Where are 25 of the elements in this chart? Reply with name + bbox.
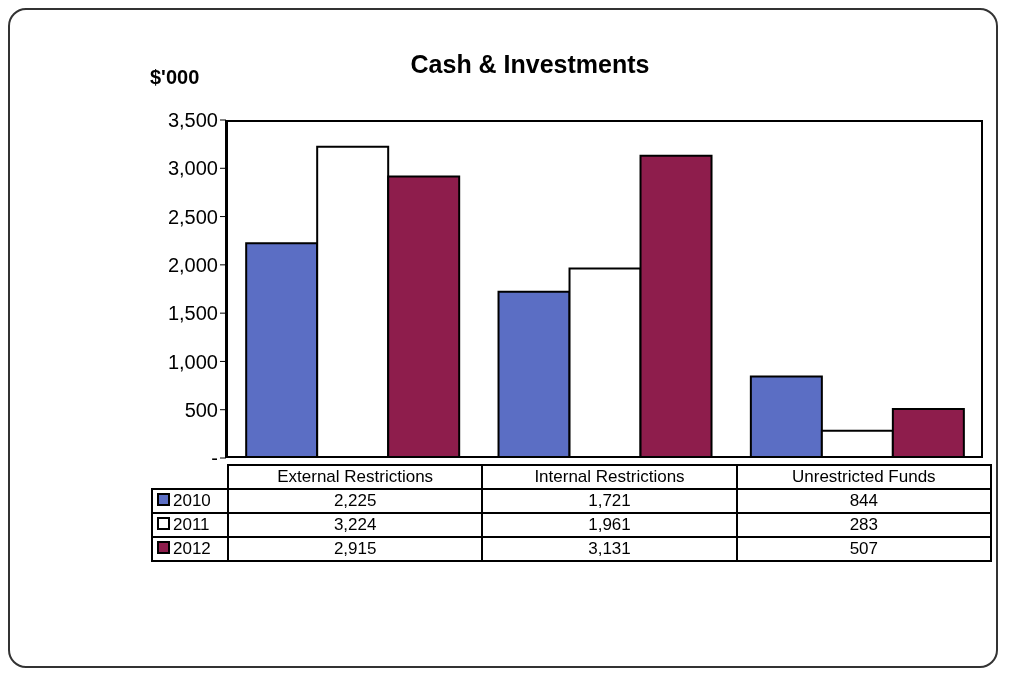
data-label: 3,224	[228, 513, 483, 537]
y-tick-label: 1,500	[167, 302, 218, 325]
y-tick-label: 3,000	[167, 157, 218, 180]
y-tick-label: 2,500	[167, 205, 218, 228]
y-tick-label: -	[211, 447, 218, 470]
legend-label: 2011	[152, 513, 228, 537]
x-tick-label: External Restrictions	[228, 465, 483, 489]
y-tick-label: 500	[184, 398, 218, 421]
data-label: 2,225	[228, 489, 483, 513]
data-label: 1,961	[482, 513, 737, 537]
data-label: 507	[736, 537, 991, 561]
y-tick-label: 3,500	[167, 109, 218, 132]
data-label: 844	[736, 489, 991, 513]
data-label: 283	[736, 513, 991, 537]
y-axis-title: $'000	[150, 66, 200, 89]
data-label: 2,915	[228, 537, 483, 561]
x-tick-label: Unrestricted Funds	[736, 465, 991, 489]
data-label: 1,721	[482, 489, 737, 513]
legend-label: 2010	[152, 489, 228, 513]
legend-label: 2012	[152, 537, 228, 561]
x-tick-label: Internal Restrictions	[482, 465, 737, 489]
data-label: 3,131	[482, 537, 737, 561]
y-tick-label: 2,000	[167, 253, 218, 276]
y-tick-label: 1,000	[167, 350, 218, 373]
chart-title: Cash & Investments	[410, 50, 650, 78]
